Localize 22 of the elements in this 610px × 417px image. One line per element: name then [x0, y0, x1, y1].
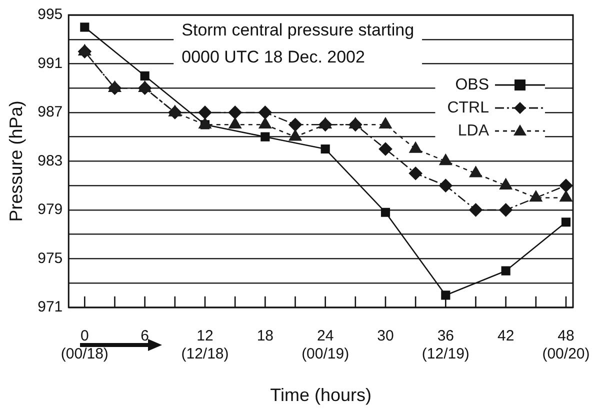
legend-label: CTRL — [447, 99, 490, 116]
y-tick-label: 983 — [38, 152, 63, 170]
y-tick-label: 975 — [38, 250, 63, 267]
y-tick-label: 991 — [38, 54, 63, 72]
x-tick-label: 6 — [140, 328, 150, 345]
text: Storm central pressure starting 0000 UTC 18 Dec. 2002 — [182, 20, 414, 67]
x-tick-label: 18 — [256, 328, 274, 345]
y-tick-label: 979 — [38, 201, 63, 218]
x-tick-label: 42 — [497, 328, 514, 345]
y-tick-label: 995 — [38, 6, 63, 24]
x-tick-label: 12 (12/18) — [181, 328, 229, 363]
x-tick-label: 48 (00/20) — [542, 328, 590, 363]
x-tick-label: 36 (12/19) — [422, 328, 470, 363]
x-tick-label: 0 (00/18) — [60, 328, 108, 363]
x-axis-title: Time (hours) — [270, 385, 372, 406]
y-tick-label: 987 — [38, 104, 63, 121]
legend-label: LDA — [458, 122, 490, 140]
legend-label: OBS — [455, 76, 490, 94]
x-tick-label: 30 — [377, 328, 394, 345]
y-axis-title: Pressure (hPa) — [6, 100, 26, 222]
y-tick-label: 971 — [38, 298, 63, 316]
x-tick-label: 24 (00/19) — [302, 328, 350, 363]
